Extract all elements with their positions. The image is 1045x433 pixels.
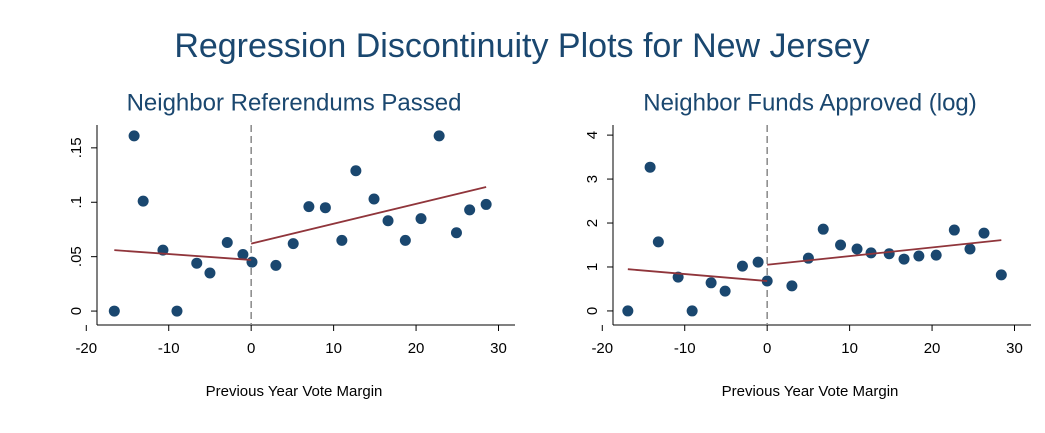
point — [752, 256, 764, 268]
x-tick-label: 20 — [924, 340, 941, 357]
point — [171, 305, 183, 317]
x-tick-label: -20 — [75, 340, 97, 357]
y-tick-label: .05 — [68, 246, 85, 267]
point — [368, 193, 380, 205]
point — [336, 234, 348, 246]
y-tick-label: 4 — [584, 131, 601, 139]
point — [464, 204, 476, 216]
point — [802, 252, 814, 264]
x-tick-label: 30 — [1006, 340, 1023, 357]
point — [786, 280, 798, 292]
x-tick-label: 10 — [325, 340, 342, 357]
y-tick-label: 3 — [584, 175, 601, 183]
point — [270, 259, 282, 271]
y-tick-label: 0 — [68, 307, 85, 315]
point — [319, 202, 331, 214]
x-tick-label: 10 — [841, 340, 858, 357]
x-axis-label: Previous Year Vote Margin — [722, 383, 899, 400]
point — [883, 248, 895, 260]
point — [287, 238, 299, 250]
point — [237, 248, 249, 260]
point — [137, 195, 149, 207]
fit-line — [627, 268, 768, 282]
y-tick-label: 0 — [584, 307, 601, 315]
x-tick-label: -10 — [674, 340, 696, 357]
point — [303, 201, 315, 213]
point — [382, 215, 394, 227]
x-tick-label: -20 — [591, 340, 613, 357]
point — [835, 239, 847, 251]
x-tick-label: 0 — [763, 340, 771, 357]
x-tick-label: 30 — [490, 340, 507, 357]
x-tick-label: -10 — [158, 340, 180, 357]
point — [415, 213, 427, 225]
chart-title: Neighbor Funds Approved (log) — [643, 89, 977, 116]
point — [622, 305, 634, 317]
y-tick-label: .15 — [68, 137, 85, 158]
x-tick-label: 20 — [408, 340, 425, 357]
point — [480, 198, 492, 210]
point — [930, 249, 942, 261]
point — [865, 247, 877, 259]
x-axis-label: Previous Year Vote Margin — [206, 383, 383, 400]
point — [191, 257, 203, 269]
point — [433, 130, 445, 142]
point — [644, 161, 656, 173]
point — [399, 234, 411, 246]
point — [652, 236, 664, 248]
point — [221, 237, 233, 249]
point — [995, 269, 1007, 281]
point — [736, 260, 748, 272]
point — [948, 224, 960, 236]
point — [450, 227, 462, 239]
chart-title: Neighbor Referendums Passed — [127, 89, 462, 116]
point — [964, 243, 976, 255]
point — [913, 250, 925, 262]
point — [705, 277, 717, 289]
point — [128, 130, 140, 142]
point — [817, 223, 829, 235]
fit-line — [114, 249, 252, 261]
point — [851, 243, 863, 255]
x-tick-label: 0 — [247, 340, 255, 357]
fit-line — [767, 239, 1002, 266]
point — [204, 267, 216, 279]
point — [719, 285, 731, 297]
figure-title: Regression Discontinuity Plots for New J… — [174, 27, 869, 65]
point — [350, 165, 362, 177]
point — [686, 305, 698, 317]
point — [246, 256, 258, 268]
y-tick-label: 1 — [584, 263, 601, 271]
y-tick-label: .1 — [68, 196, 85, 209]
y-tick-label: 2 — [584, 219, 601, 227]
point — [898, 253, 910, 265]
fit-line — [250, 186, 487, 245]
point — [978, 227, 990, 239]
point — [108, 305, 120, 317]
